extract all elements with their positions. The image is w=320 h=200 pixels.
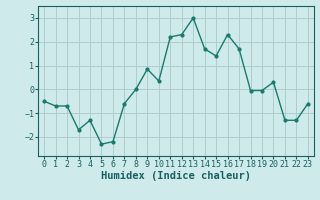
X-axis label: Humidex (Indice chaleur): Humidex (Indice chaleur) <box>101 171 251 181</box>
